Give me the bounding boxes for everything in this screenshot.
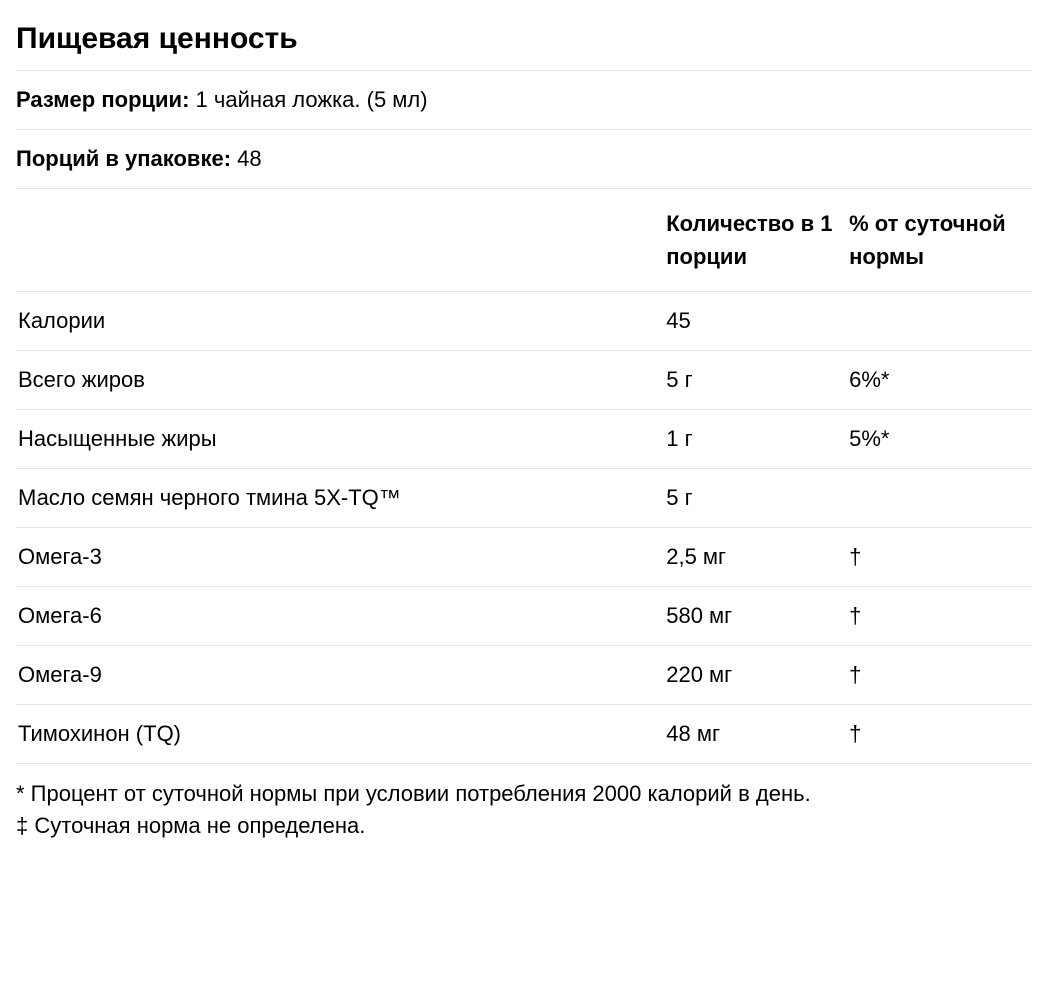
nutrition-title: Пищевая ценность xyxy=(16,10,1032,71)
cell-dv: † xyxy=(849,646,1032,705)
cell-name: Омега-6 xyxy=(16,587,666,646)
cell-amount: 580 мг xyxy=(666,587,849,646)
cell-amount: 2,5 мг xyxy=(666,528,849,587)
cell-dv: 5%* xyxy=(849,410,1032,469)
cell-dv: † xyxy=(849,528,1032,587)
cell-amount: 1 г xyxy=(666,410,849,469)
footnote-1: * Процент от суточной нормы при условии … xyxy=(16,778,1032,810)
cell-amount: 48 мг xyxy=(666,705,849,764)
table-row: Омега-9220 мг† xyxy=(16,646,1032,705)
header-name xyxy=(16,189,666,292)
servings-per-container-value: 48 xyxy=(237,146,261,171)
cell-name: Масло семян черного тмина 5X-TQ™ xyxy=(16,469,666,528)
servings-per-container-row: Порций в упаковке: 48 xyxy=(16,130,1032,189)
cell-amount: 45 xyxy=(666,292,849,351)
table-row: Масло семян черного тмина 5X-TQ™5 г xyxy=(16,469,1032,528)
serving-size-label: Размер порции: xyxy=(16,87,189,112)
cell-amount: 220 мг xyxy=(666,646,849,705)
table-row: Всего жиров5 г6%* xyxy=(16,351,1032,410)
cell-dv: † xyxy=(849,705,1032,764)
servings-per-container-label: Порций в упаковке: xyxy=(16,146,231,171)
table-header-row: Количество в 1 порции % от суточной норм… xyxy=(16,189,1032,292)
cell-dv xyxy=(849,292,1032,351)
cell-dv: 6%* xyxy=(849,351,1032,410)
table-row: Калории45 xyxy=(16,292,1032,351)
serving-size-value: 1 чайная ложка. (5 мл) xyxy=(196,87,428,112)
cell-name: Омега-9 xyxy=(16,646,666,705)
table-row: Омега-32,5 мг† xyxy=(16,528,1032,587)
cell-dv: † xyxy=(849,587,1032,646)
table-row: Насыщенные жиры1 г5%* xyxy=(16,410,1032,469)
footnotes: * Процент от суточной нормы при условии … xyxy=(16,764,1032,856)
cell-amount: 5 г xyxy=(666,351,849,410)
cell-name: Омега-3 xyxy=(16,528,666,587)
cell-amount: 5 г xyxy=(666,469,849,528)
header-amount: Количество в 1 порции xyxy=(666,189,849,292)
table-row: Омега-6580 мг† xyxy=(16,587,1032,646)
header-dv: % от суточной нормы xyxy=(849,189,1032,292)
nutrition-table: Количество в 1 порции % от суточной норм… xyxy=(16,189,1032,764)
cell-dv xyxy=(849,469,1032,528)
cell-name: Насыщенные жиры xyxy=(16,410,666,469)
cell-name: Тимохинон (TQ) xyxy=(16,705,666,764)
serving-size-row: Размер порции: 1 чайная ложка. (5 мл) xyxy=(16,71,1032,130)
cell-name: Калории xyxy=(16,292,666,351)
footnote-2: ‡ Суточная норма не определена. xyxy=(16,810,1032,842)
cell-name: Всего жиров xyxy=(16,351,666,410)
table-row: Тимохинон (TQ)48 мг† xyxy=(16,705,1032,764)
